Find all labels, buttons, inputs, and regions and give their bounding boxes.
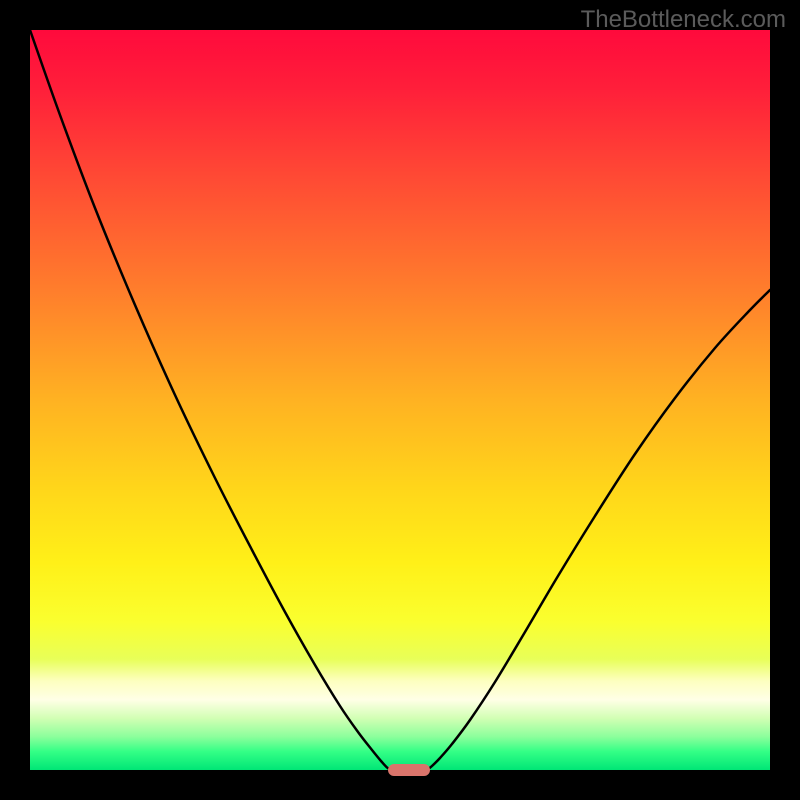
valley-marker xyxy=(388,764,430,776)
watermark-text: TheBottleneck.com xyxy=(581,6,786,34)
plot-background xyxy=(30,30,770,770)
